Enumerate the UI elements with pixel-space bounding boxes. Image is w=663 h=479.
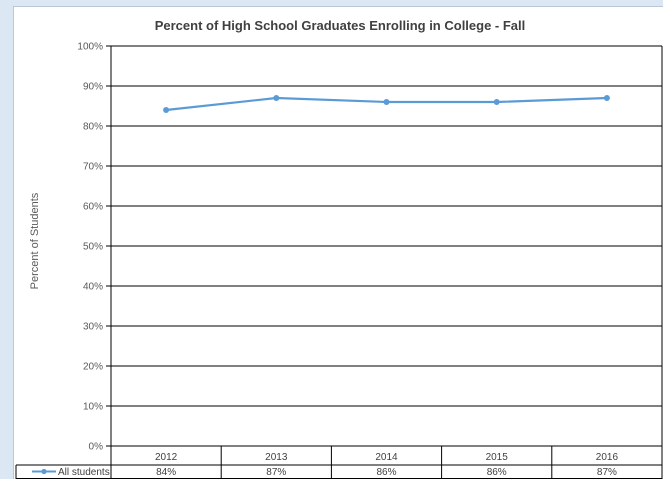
y-axis-ticks: 0% 10% 20% 30% 40% 50% 60% 70% 80% 90% 100% — [77, 42, 103, 453]
gridlines — [106, 45, 663, 447]
legend-label: All students — [58, 467, 110, 478]
y-tick-label: 80% — [83, 122, 103, 133]
x-tick-label: 2016 — [596, 452, 619, 463]
series-all-students — [163, 95, 610, 113]
data-point — [603, 95, 610, 101]
line-chart: Percent of High School Graduates Enrolli… — [15, 18, 663, 479]
y-tick-label: 90% — [83, 82, 103, 93]
data-table-cell: 84% — [156, 467, 176, 478]
data-point — [163, 107, 170, 113]
legend-marker — [41, 468, 47, 475]
x-tick-label: 2014 — [375, 452, 398, 463]
y-tick-label: 20% — [83, 362, 103, 373]
chart-title: Percent of High School Graduates Enrolli… — [155, 18, 526, 33]
y-axis-label: Percent of Students — [29, 192, 41, 289]
data-table: 2012 2013 2014 2015 2016 All students 84% 87% 86… — [15, 446, 663, 479]
data-table-cell: 87% — [597, 467, 617, 478]
y-tick-label: 100% — [77, 42, 103, 53]
y-tick-label: 10% — [83, 402, 103, 413]
x-tick-label: 2015 — [486, 452, 509, 463]
data-table-cell: 87% — [266, 467, 286, 478]
y-tick-label: 60% — [83, 202, 103, 213]
x-tick-label: 2012 — [155, 452, 178, 463]
data-point — [493, 99, 500, 105]
data-point — [383, 99, 390, 105]
x-tick-label: 2013 — [265, 452, 288, 463]
data-point — [273, 95, 280, 101]
y-tick-label: 50% — [83, 242, 103, 253]
y-tick-label: 70% — [83, 162, 103, 173]
y-tick-label: 40% — [83, 282, 103, 293]
data-table-cell: 86% — [487, 467, 507, 478]
y-tick-label: 30% — [83, 322, 103, 333]
chart-frame: Percent of High School Graduates Enrolli… — [13, 6, 663, 479]
data-table-cell: 86% — [376, 467, 396, 478]
y-tick-label: 0% — [89, 442, 104, 453]
